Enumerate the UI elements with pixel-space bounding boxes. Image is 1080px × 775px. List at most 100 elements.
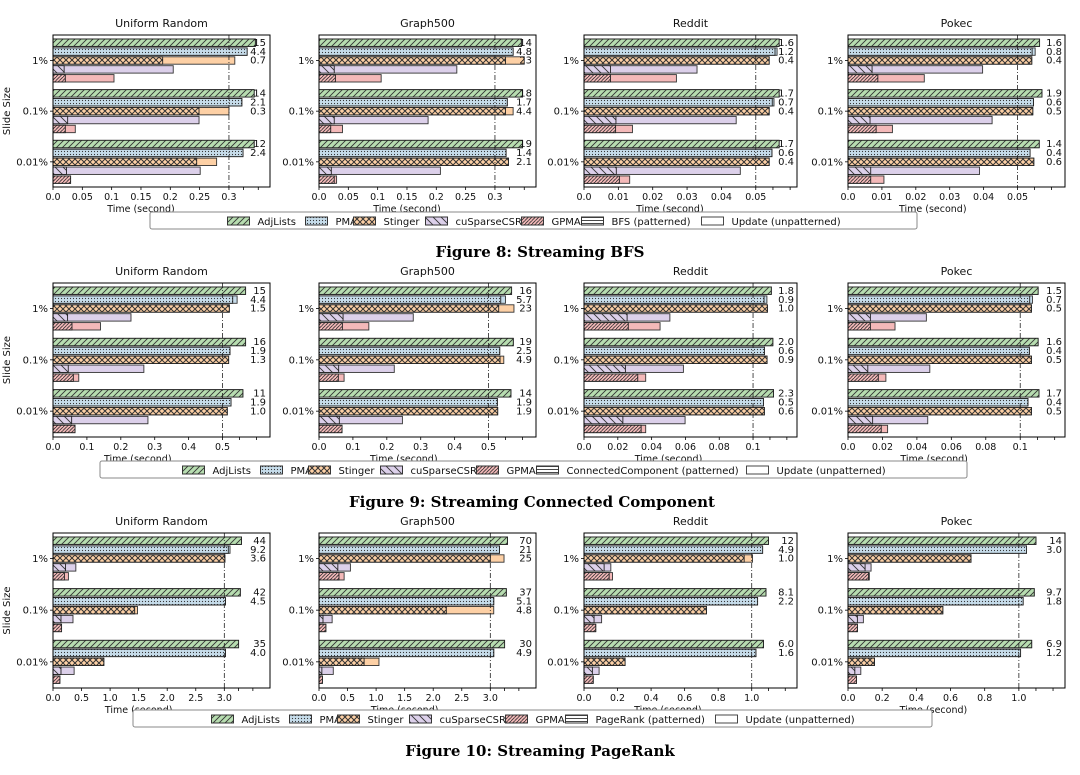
bar-group-0-01: 191.42.1 0.01%: [282, 139, 532, 184]
bar-cusparsecsr-algo: [847, 666, 856, 675]
bar-cusparsecsr-algo: [52, 415, 73, 425]
bar-gpma-algo: [583, 322, 629, 331]
bar-pma-algo: [583, 98, 773, 107]
bar-cusparsecsr-algo: [583, 65, 611, 74]
speedup-label: 1.5: [1046, 286, 1062, 297]
speedup-label: 25: [519, 554, 532, 565]
panel-pokec: Pokec1.60.80.41%1.90.60.50.1%1.40.40.60.…: [811, 17, 1066, 215]
bar-stinger-algo: [847, 554, 972, 563]
x-axis-label: Time (second): [634, 454, 703, 465]
y-tick-label: 0.01%: [547, 157, 579, 168]
bar-stinger-algo: [583, 657, 626, 666]
bar-group-0-1: 2.00.60.9 0.1%: [554, 337, 794, 382]
bar-cusparsecsr-algo: [583, 415, 624, 425]
legend-label: PMA: [336, 217, 358, 228]
bar-pma-algo: [847, 398, 1029, 407]
bar-pma-algo: [318, 346, 501, 356]
x-tick-label: 0.15: [396, 192, 417, 203]
speedup-label: 0.9: [778, 355, 794, 366]
speedup-label: 0.9: [778, 295, 794, 306]
panel-pokec: Pokec1.50.70.51%1.60.40.50.1%1.70.40.50.…: [811, 265, 1066, 465]
bar-cusparsecsr-algo: [52, 313, 69, 322]
x-tick-label: 0.1: [745, 442, 760, 453]
bar-pma-algo: [847, 47, 1033, 56]
x-tick-label: 0.2: [379, 442, 394, 453]
x-tick-label: 0.3: [221, 192, 236, 203]
bar-stinger-algo: [52, 157, 198, 166]
bar-group-0-01: 354.0 0.01%: [16, 639, 266, 684]
axes-frame: [318, 532, 537, 689]
bar-group-1: 154.41.5 1%: [32, 286, 266, 331]
legend-item-adjlists: AdjLists: [182, 465, 251, 477]
legend-item-pagerank-patterned: PageRank (patterned): [565, 714, 705, 726]
speedup-label: 1.9: [516, 397, 532, 408]
speedup-label: 1.9: [1046, 89, 1062, 100]
panel-uniform-random: Uniform Random154.41.51%161.91.30.1%111.…: [16, 265, 271, 465]
x-tick-label: 0.8: [977, 693, 992, 704]
legend-swatch-pattern: [380, 465, 403, 475]
bar-gpma-algo: [583, 373, 639, 382]
bar-pma-algo: [583, 597, 759, 606]
bar-cusparsecsr-algo: [318, 166, 332, 175]
panel-graph500: Graph500 144.823 1% 181.74.4 0.1% 191.42.1 0.0…: [282, 17, 537, 215]
speedup-label: 0.4: [1046, 56, 1062, 67]
bar-cusparsecsr-algo: [52, 115, 69, 125]
bar-stinger-algo: [847, 56, 1033, 65]
bar-group-0-1: 142.10.3 0.1%: [23, 89, 266, 134]
bar-gpma-algo: [583, 623, 597, 633]
bar-cusparsecsr-update: [318, 166, 441, 175]
bar-group-0-01: 6.91.2 0.01%: [811, 639, 1062, 684]
speedup-label: 14: [519, 38, 532, 49]
speedup-label: 15: [253, 38, 266, 49]
x-tick-label: 0.2: [113, 442, 128, 453]
panel-title: Reddit: [673, 515, 709, 528]
bar-group-0-1: 1.70.70.4 0.1%: [554, 89, 794, 134]
axes-frame: [583, 34, 798, 188]
legend-swatch: [746, 465, 769, 475]
bar-pma-algo: [583, 346, 765, 356]
bar-group-1: 1.80.91.0 1%: [563, 286, 794, 331]
x-tick-label: 0.4: [909, 693, 924, 704]
panel-reddit: Reddit1.80.91.01%2.00.60.90.1%2.30.50.60…: [547, 265, 798, 465]
speedup-label: 2.1: [250, 97, 266, 108]
x-tick-label: 0.2: [429, 192, 444, 203]
legend-swatch-pattern: [305, 216, 328, 226]
y-tick-label: 0.01%: [282, 157, 314, 168]
bar-gpma-algo: [52, 74, 66, 83]
panel-title: Graph500: [400, 265, 455, 278]
bar-gpma-algo: [318, 373, 339, 382]
bar-cusparsecsr-algo: [318, 614, 324, 624]
legend-swatch-pattern: [289, 714, 312, 724]
legend: AdjLists PMA Stinger cuSparseCSR GPMA+ PageRa…: [132, 709, 933, 728]
x-tick-label: 0.03: [939, 192, 960, 203]
x-tick-label: 1.5: [131, 693, 146, 704]
bar-cusparsecsr-algo: [847, 364, 869, 373]
bar-pma-algo: [52, 346, 231, 356]
bar-pma-algo: [583, 47, 776, 56]
bar-gpma-algo: [318, 322, 343, 331]
legend-label: AdjLists: [213, 466, 251, 477]
x-axis-label: Time (second): [898, 204, 967, 215]
speedup-label: 4.8: [516, 47, 532, 58]
speedup-label: 2.4: [250, 148, 266, 159]
x-tick-label: 0.4: [447, 442, 462, 453]
bar-group-1: 165.723 1%: [298, 286, 532, 331]
axes-frame: [52, 34, 271, 188]
bar-pma-algo: [847, 148, 1031, 158]
speedup-label: 0.3: [250, 106, 266, 117]
bar-cusparsecsr-algo: [583, 666, 593, 675]
x-tick-label: 1.0: [744, 693, 759, 704]
legend-item-update-unpatterned: Update (unpatterned): [715, 714, 855, 726]
speedup-label: 1.4: [1046, 139, 1062, 150]
speedup-label: 12: [253, 139, 266, 150]
speedup-label: 4.9: [516, 648, 532, 659]
bar-stinger-algo: [847, 304, 1032, 313]
bar-group-0-01: 122.4 0.01%: [16, 139, 266, 184]
speedup-label: 0.6: [1046, 97, 1062, 108]
bar-group-1: 154.40.7 1%: [32, 38, 266, 83]
bar-adjlists-algo: [52, 588, 241, 597]
y-tick-label: 0.1%: [818, 107, 843, 118]
bar-stinger-algo: [847, 407, 1032, 416]
y-tick-label: 0.01%: [16, 407, 48, 418]
